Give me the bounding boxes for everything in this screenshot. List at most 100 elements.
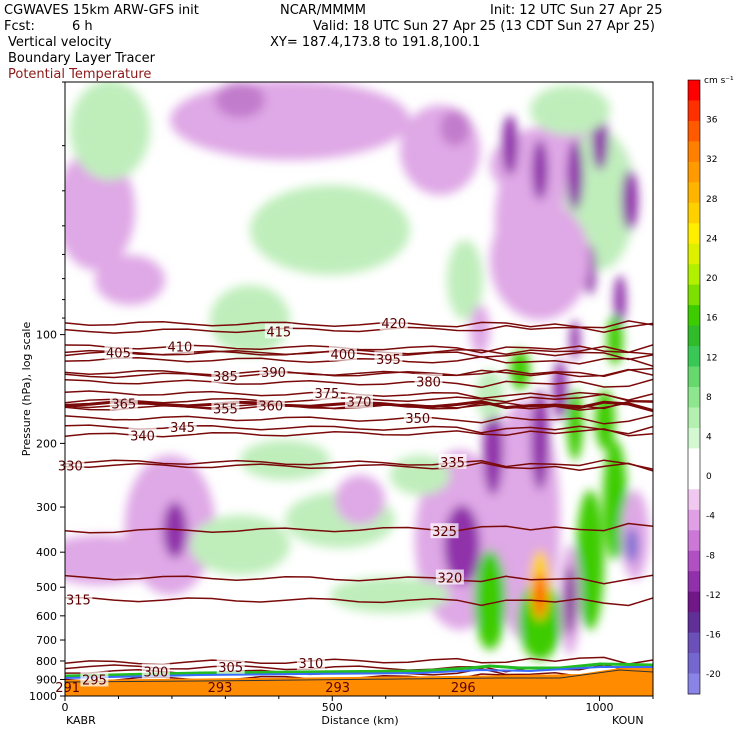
velocity-cell (447, 240, 483, 320)
colorbar-bin (688, 673, 700, 695)
velocity-cell (65, 150, 135, 270)
colorbar-bin (688, 325, 700, 347)
velocity-cell (190, 515, 290, 575)
plot-frame (64, 81, 654, 697)
x-tick-label: 0 (62, 701, 69, 714)
velocity-cell (240, 440, 330, 480)
colorbar-unit: cm s⁻¹ (704, 76, 734, 86)
theta-label-385: 385 (213, 370, 238, 385)
contour-label-bg (403, 409, 432, 425)
x-tick-label: 500 (322, 701, 343, 714)
colorbar-label: 28 (706, 195, 718, 205)
contour-label-bg (374, 351, 403, 367)
cross-section-xy: XY= 187.4,173.8 to 191.8,100.1 (270, 35, 480, 50)
velocity-cell (215, 82, 265, 118)
velocity-cell (530, 85, 610, 135)
velocity-cell (490, 200, 590, 320)
theta-label-340: 340 (130, 429, 155, 444)
field-vertical-velocity: Vertical velocity (8, 35, 112, 50)
terrain (65, 662, 653, 696)
theta-contour-415 (65, 322, 653, 334)
theta-label-345: 345 (170, 421, 195, 436)
theta-label-415: 415 (266, 325, 291, 340)
contour-label-bg (80, 671, 109, 687)
theta-label-295: 295 (82, 673, 107, 688)
colorbar: 36 32 28 24 20 16 12 8 4 0 -4 -8 -12 -16 -20 (687, 79, 721, 695)
y-tick-label: 600 (36, 610, 57, 623)
velocity-cell (330, 577, 450, 613)
theta-label-355: 355 (213, 402, 238, 417)
contour-label-bg (430, 523, 459, 539)
theta-contour-345 (65, 424, 653, 435)
theta-label-405: 405 (106, 346, 131, 361)
colorbar-frame (687, 79, 701, 695)
velocity-cell (95, 255, 165, 305)
contour-label-bg (345, 393, 373, 409)
colorbar-bin (688, 571, 700, 593)
y-axis: 100 200 300 400 500 600 700 800 900 1000 (29, 81, 65, 703)
velocity-cell (502, 115, 518, 175)
y-axis-title: Pressure (hPa), log scale (20, 322, 33, 457)
colorbar-bin (688, 243, 700, 265)
theta-label-330: 330 (58, 459, 83, 474)
contour-label-bg (56, 457, 85, 473)
x-axis-title: Distance (km) (321, 714, 398, 727)
terrain-label: 291 (55, 681, 80, 696)
colorbar-bin (688, 448, 700, 470)
colorbar-bin (688, 591, 700, 613)
colorbar-bin (688, 468, 700, 490)
colorbar-bin (688, 223, 700, 245)
colorbar-bin (688, 427, 700, 449)
theta-label-360: 360 (258, 399, 283, 414)
theta-contour-390 (65, 368, 653, 378)
velocity-cell (440, 110, 470, 146)
colorbar-bin (688, 530, 700, 552)
vertical-velocity-shading (65, 82, 653, 696)
field-potential-temperature: Potential Temperature (8, 67, 151, 82)
contour-label-bg (109, 395, 138, 411)
velocity-cell (250, 185, 410, 275)
contour-label-bg (128, 427, 157, 443)
contour-label-bg (438, 453, 467, 469)
colorbar-bin (688, 550, 700, 572)
y-tick-label: 200 (36, 437, 57, 450)
contour-label-bg (64, 591, 93, 607)
velocity-cell (483, 405, 503, 495)
colorbar-label: 0 (706, 472, 712, 482)
velocity-cell (576, 490, 604, 630)
theta-contour-385 (65, 367, 653, 379)
colorbar-label: 12 (706, 353, 717, 363)
colorbar-label: -8 (706, 551, 715, 561)
contour-label-bg (216, 658, 245, 674)
contour-label-bg (259, 364, 288, 380)
velocity-cell (595, 390, 615, 450)
contour-label-bg (104, 344, 133, 360)
theta-label-305: 305 (218, 661, 243, 676)
x-tick-label: 1000 (586, 701, 614, 714)
contour-label-bg (379, 315, 408, 331)
y-tick-label: 500 (36, 581, 57, 594)
theta-contour-350 (65, 414, 653, 425)
colorbar-bin (688, 120, 700, 142)
colorbar-bin (688, 100, 700, 122)
theta-label-380: 380 (416, 376, 441, 391)
velocity-cell (400, 105, 480, 195)
org-label: NCAR/MMMM (280, 3, 366, 18)
velocity-cell (570, 320, 580, 360)
model-title: CGWAVES 15km ARW-GFS init (4, 3, 199, 18)
velocity-cell (553, 360, 567, 420)
contour-label-bg (264, 323, 293, 339)
x-axis: 0 500 1000 (62, 696, 654, 714)
colorbar-label: 16 (706, 314, 718, 324)
theta-label-390: 390 (261, 366, 286, 381)
theta-label-420: 420 (381, 317, 406, 332)
contour-label-bg (168, 418, 197, 434)
contour-label-bg (211, 400, 240, 416)
y-tick-label: 100 (36, 329, 57, 342)
theta-contour-325 (65, 522, 653, 534)
colorbar-bin (688, 141, 700, 163)
fcst-label: Fcst: (4, 19, 35, 34)
contour-label-bg (296, 654, 325, 670)
theta-contour-410 (65, 344, 653, 354)
